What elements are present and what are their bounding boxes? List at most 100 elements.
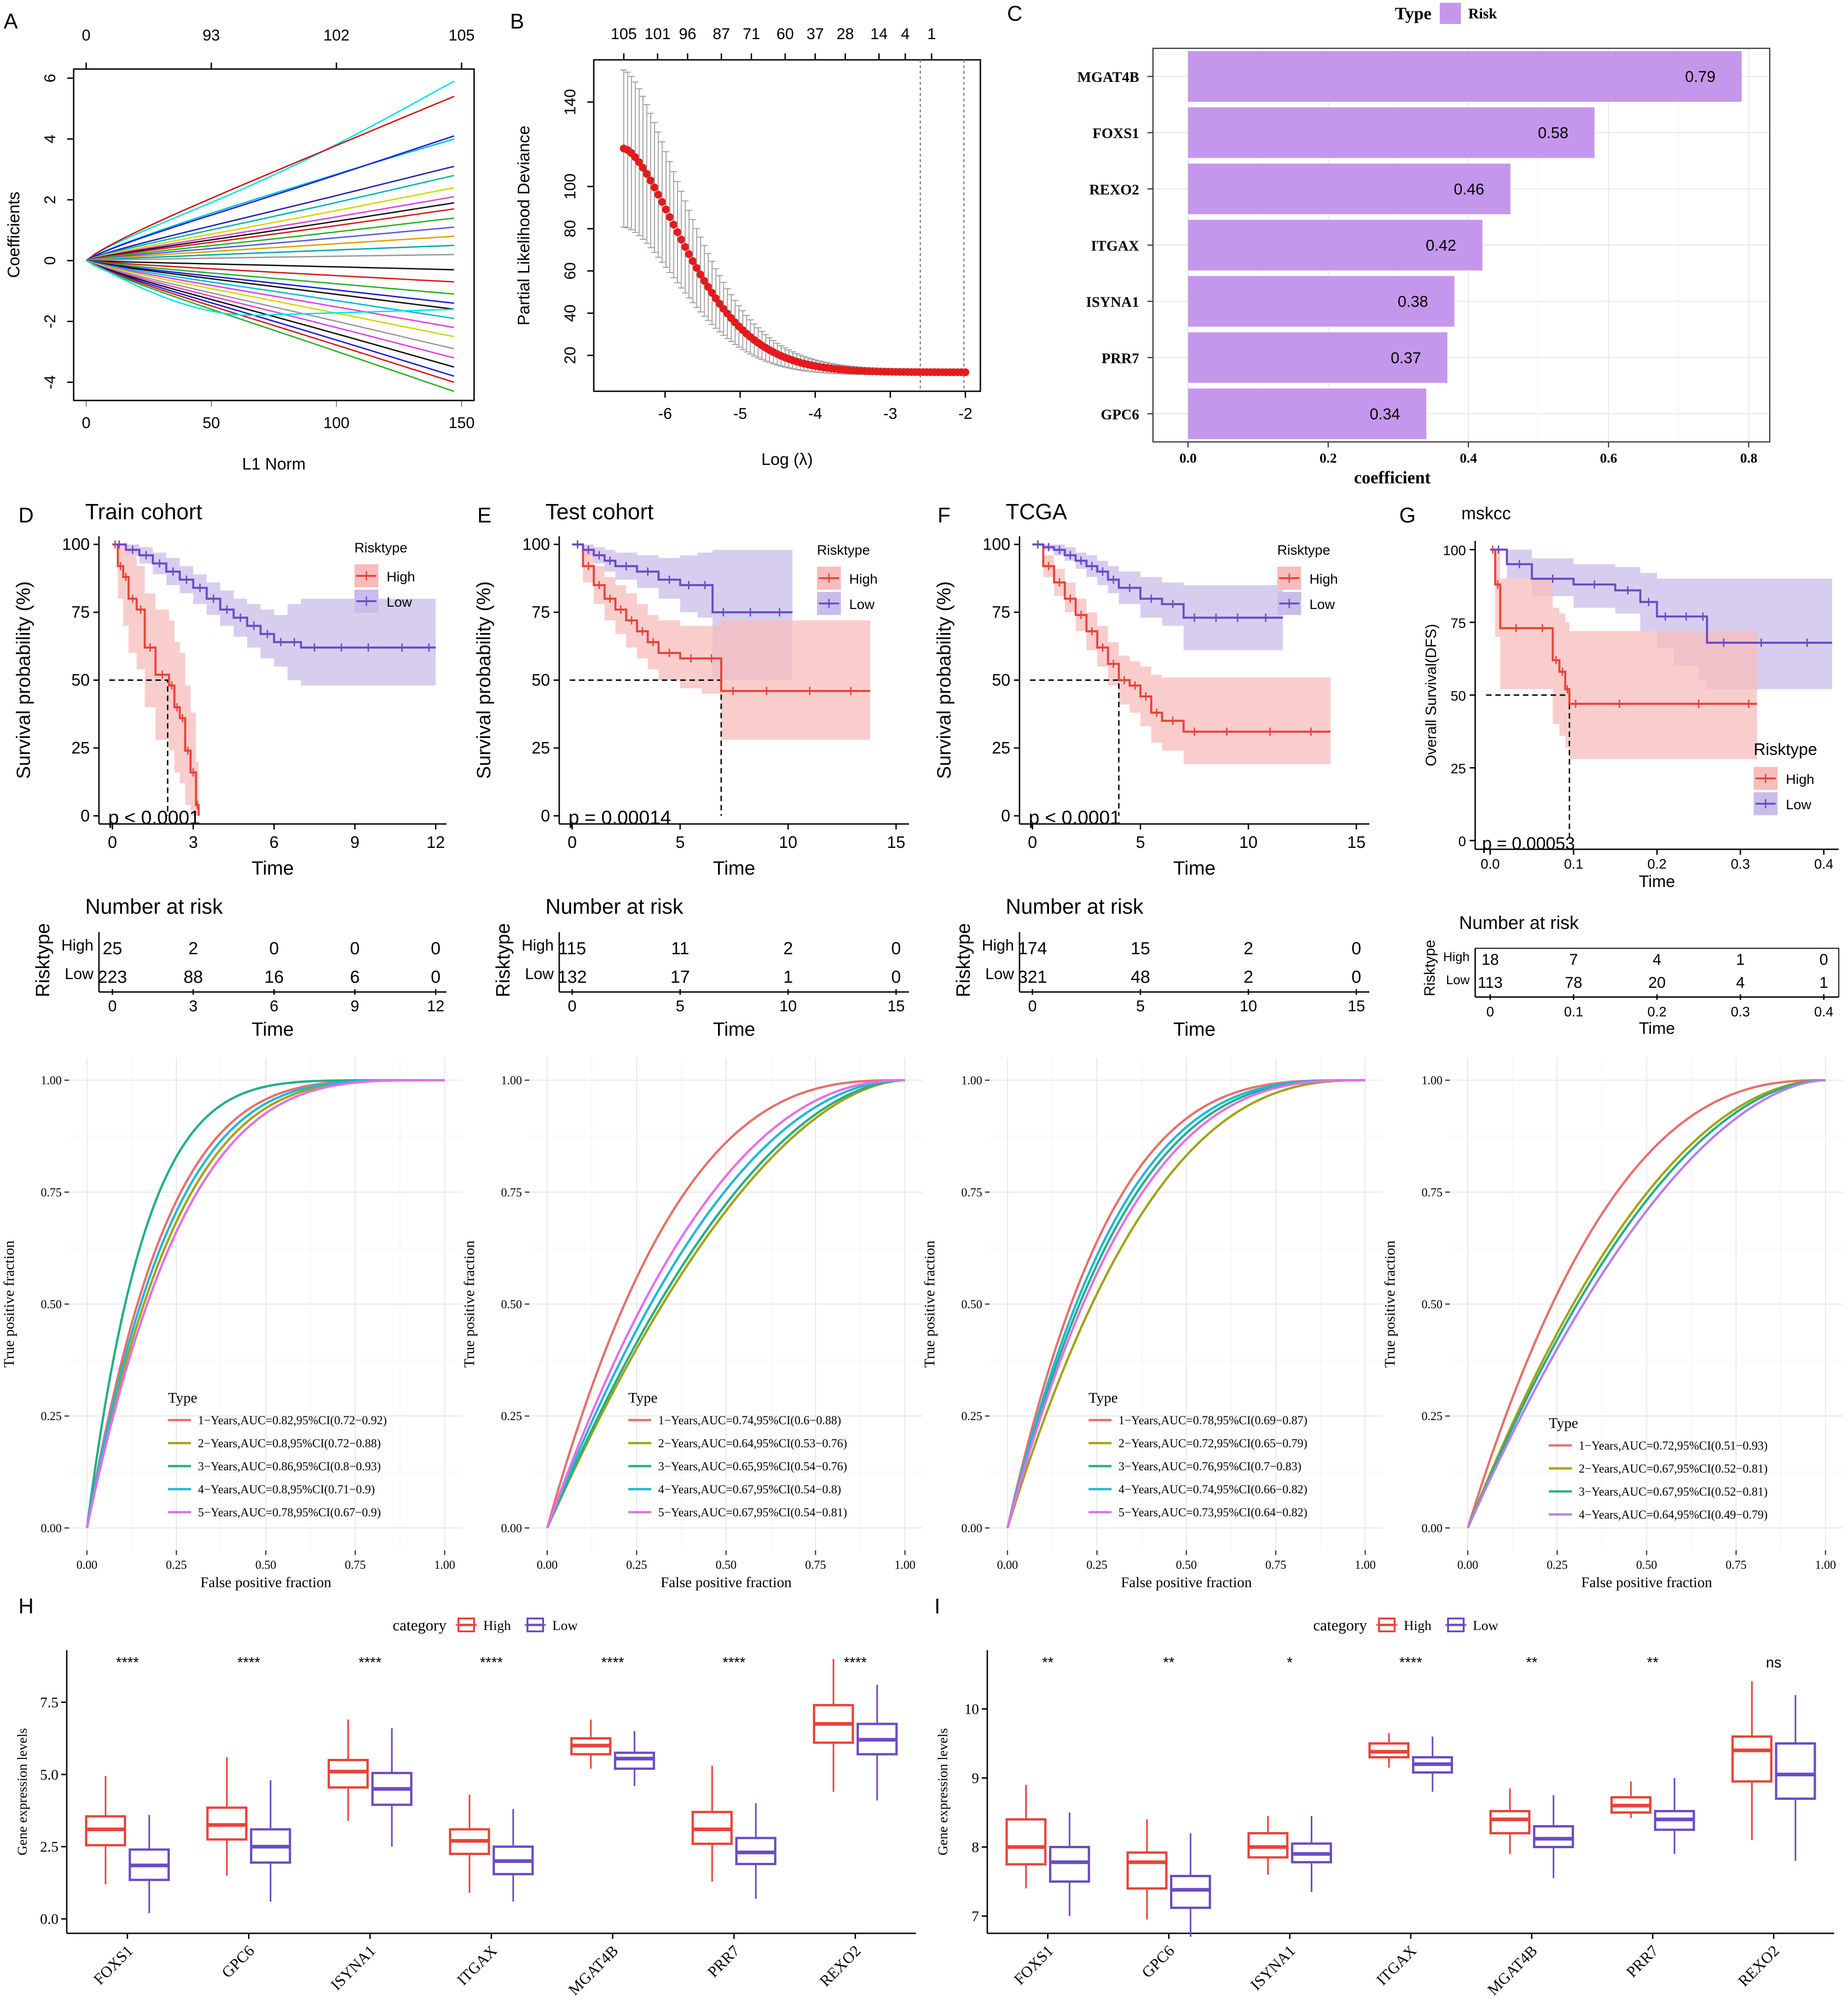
risk-row-axis-title: Risktype (952, 923, 974, 997)
y-tick-label: 20 (562, 347, 579, 364)
coefficient-bar (1188, 388, 1426, 439)
x-axis-label: Log (λ) (761, 450, 813, 469)
y-tick-label: 1.00 (501, 1074, 522, 1087)
y-tick-label: 100 (522, 535, 550, 554)
risk-count-high: 2 (188, 939, 198, 958)
y-tick-label: 75 (532, 603, 550, 621)
y-tick-label: 2.5 (40, 1839, 58, 1855)
legend-label-low: Low (849, 597, 875, 612)
coefficient-bar (1188, 332, 1448, 383)
bar-value-label: 0.37 (1390, 349, 1421, 367)
y-tick-label: 0 (1458, 834, 1466, 849)
x-tick-label: 0.4 (1814, 857, 1834, 872)
risk-row-label-low: Low (1446, 973, 1470, 987)
coefficient-path (86, 260, 454, 337)
risk-row-label-low: Low (525, 965, 554, 983)
risk-row-axis-title: Risktype (1421, 940, 1438, 997)
risk-count-high: 0 (350, 939, 359, 958)
legend-label: 3−Years,AUC=0.76,95%CI(0.7−0.83) (1118, 1460, 1301, 1473)
legend-label: Low (1473, 1618, 1498, 1633)
legend-label: 1−Years,AUC=0.72,95%CI(0.51−0.93) (1579, 1439, 1767, 1452)
x-axis-label: L1 Norm (242, 454, 306, 473)
x-tick-label: 0.50 (1176, 1558, 1197, 1572)
coefficient-bar (1188, 220, 1483, 271)
risk-count-low: 17 (671, 968, 690, 987)
high-box (1005, 1818, 1047, 1866)
x-tick-label: 0 (108, 833, 117, 852)
x-tick-label: 0.75 (1726, 1558, 1747, 1572)
roc-curve (1466, 1079, 1826, 1529)
y-tick-label: 0 (81, 806, 90, 825)
risk-count-high: 174 (1018, 939, 1047, 958)
survival-curve-D: 0 3 6 9 12 0 25 50 75 100 Time Survival probability… (12, 500, 446, 879)
y-axis-label: Gene expression levels (15, 1728, 30, 1856)
legend-title: Type (168, 1389, 197, 1406)
risk-count-high: 7 (1569, 951, 1578, 969)
category-label: MGAT4B (1077, 69, 1139, 85)
chart-title: TCGA (1006, 500, 1067, 524)
y-tick-label: 0.75 (1422, 1186, 1443, 1199)
x-tick-label: 0 (1028, 833, 1037, 852)
coefficient-path (86, 260, 454, 310)
y-tick-label: 60 (562, 262, 579, 280)
y-tick-label: 1.00 (1422, 1074, 1443, 1087)
deviance-point (696, 270, 705, 278)
top-tick-label: 4 (901, 25, 910, 43)
significance-label: **** (116, 1654, 139, 1671)
panel-letter-C: C (1007, 1, 1022, 25)
x-tick-label: 0.0 (1179, 451, 1197, 466)
significance-label: * (1287, 1654, 1292, 1671)
coefficient-path (86, 196, 454, 261)
coefficient-path (86, 260, 454, 295)
y-tick-label: 0.50 (501, 1298, 522, 1311)
deviance-point (704, 283, 713, 291)
roc-curve (1466, 1079, 1826, 1529)
y-axis-label: True positive fraction (0, 1241, 17, 1368)
y-tick-label: 0.00 (962, 1521, 983, 1535)
risk-count-low: 16 (264, 968, 284, 987)
legend-title: category (1313, 1617, 1367, 1634)
y-tick-label: 50 (71, 671, 90, 690)
high-box (1126, 1851, 1168, 1890)
y-tick-label: 100 (562, 174, 579, 200)
category-label: GPC6 (1101, 406, 1139, 423)
x-tick-label: 0.50 (716, 1558, 737, 1572)
p-value: p = 0.00053 (1482, 834, 1575, 853)
x-tick-label: -5 (733, 405, 747, 423)
risk-count-low: 6 (350, 968, 359, 987)
coefficient-path (86, 260, 454, 283)
x-tick-label: 100 (324, 414, 350, 432)
risk-table-title: Number at risk (85, 894, 223, 918)
y-tick-label: 80 (562, 220, 579, 238)
top-tick-label: 1 (927, 25, 936, 43)
coefficient-path (86, 260, 454, 359)
y-tick-label: 7.5 (40, 1694, 58, 1711)
y-tick-label: -2 (41, 314, 59, 328)
risk-count-high: 1 (1736, 951, 1745, 969)
deviance-point (658, 198, 666, 206)
risk-count-low: 0 (431, 968, 440, 987)
x-axis-label: False positive fraction (660, 1574, 791, 1590)
deviance-point (666, 213, 674, 221)
risk-x-tick-label: 0.2 (1647, 1004, 1667, 1020)
risk-count-high: 2 (1244, 939, 1253, 958)
top-tick-label: 14 (870, 25, 888, 43)
deviance-point (670, 220, 678, 229)
plot-frame (1152, 47, 1771, 443)
y-axis-label: Survival probability (%) (12, 581, 34, 779)
risk-x-tick-label: 0 (108, 998, 117, 1015)
y-tick-label: 8 (972, 1839, 979, 1856)
significance-label: **** (1399, 1654, 1422, 1671)
risk-count-low: 321 (1018, 968, 1047, 987)
risk-count-low: 223 (98, 968, 127, 987)
low-box (1533, 1825, 1574, 1848)
y-tick-label: 0.00 (1422, 1521, 1443, 1535)
y-tick-label: 25 (1451, 761, 1466, 777)
coefficient-path (86, 260, 454, 316)
y-tick-label: 0.75 (501, 1186, 522, 1199)
top-tick-label: 37 (806, 25, 824, 43)
risk-row-label-high: High (521, 937, 554, 954)
significance-label: ns (1766, 1654, 1782, 1671)
y-tick-label: 75 (992, 603, 1010, 621)
deviance-point (961, 368, 969, 377)
